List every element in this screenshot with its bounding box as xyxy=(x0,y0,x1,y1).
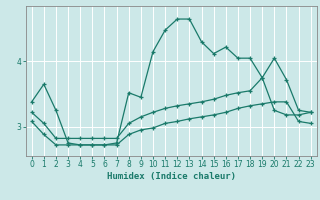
X-axis label: Humidex (Indice chaleur): Humidex (Indice chaleur) xyxy=(107,172,236,181)
